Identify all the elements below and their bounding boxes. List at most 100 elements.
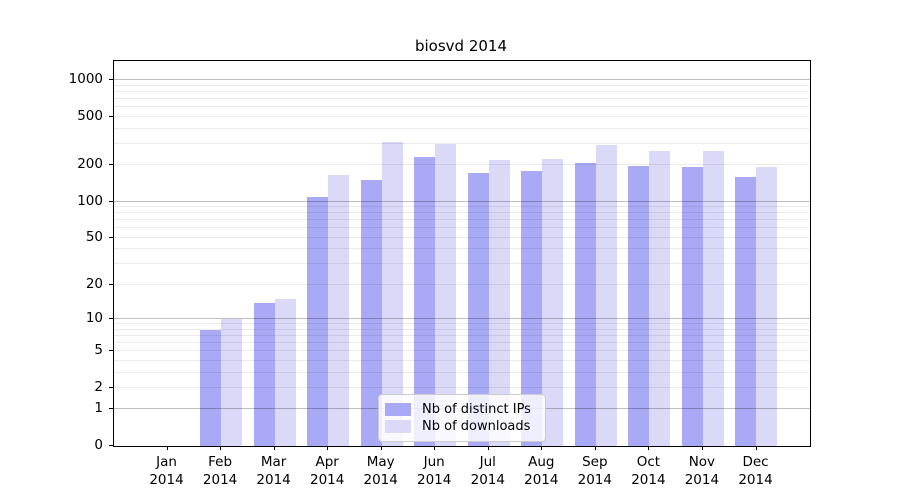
- y-tick-mark-20: [109, 283, 113, 285]
- y-gridline-30: [114, 263, 810, 265]
- x-tick-year: 2014: [310, 472, 345, 488]
- x-tick-label-feb: Feb 2014: [188, 453, 252, 489]
- y-gridline-500: [114, 115, 810, 117]
- bar-distinct-ips-oct: [628, 166, 650, 446]
- x-tick-label-oct: Oct 2014: [616, 453, 680, 489]
- legend-label-distinct-ips: Nb of distinct IPs: [422, 402, 531, 417]
- y-gridline-60: [114, 227, 810, 229]
- y-tick-label-10: 10: [85, 310, 103, 326]
- y-gridline-600: [114, 106, 810, 107]
- y-gridline-100: [114, 200, 810, 202]
- x-tick-year: 2014: [417, 472, 452, 488]
- x-tick-year: 2014: [149, 472, 184, 488]
- y-gridline-700: [114, 97, 810, 99]
- y-tick-mark-1000: [109, 79, 113, 80]
- y-gridline-4: [114, 359, 810, 361]
- x-tick-month: Sep: [582, 454, 608, 470]
- x-tick-label-sep: Sep 2014: [563, 453, 627, 489]
- chart-title: biosvd 2014: [414, 37, 508, 55]
- grid-layer: [114, 61, 810, 446]
- y-gridline-10: [114, 318, 810, 319]
- bars-layer: [114, 61, 810, 446]
- bar-downloads-aug: [542, 158, 564, 446]
- y-tick-mark-5: [109, 350, 113, 352]
- bar-downloads-jun: [435, 143, 457, 446]
- x-tick-month: Nov: [688, 454, 716, 470]
- x-tick-mark-jun: [434, 446, 436, 450]
- x-tick-mark-oct: [648, 446, 650, 450]
- y-gridline-80: [114, 212, 810, 214]
- y-tick-mark-0: [109, 445, 113, 446]
- x-tick-mark-jan: [166, 446, 168, 450]
- bar-distinct-ips-dec: [735, 176, 757, 446]
- y-tick-label-500: 500: [77, 107, 103, 124]
- y-tick-label-0: 0: [94, 437, 103, 453]
- y-tick-mark-200: [109, 164, 113, 166]
- bar-downloads-nov: [702, 151, 724, 446]
- y-gridline-9: [114, 323, 810, 324]
- x-tick-month: Apr: [315, 454, 339, 470]
- y-gridline-50: [114, 236, 810, 238]
- x-tick-mark-apr: [327, 446, 329, 450]
- y-tick-mark-10: [109, 318, 113, 319]
- bar-distinct-ips-aug: [521, 170, 543, 446]
- y-gridline-40: [114, 248, 810, 250]
- x-tick-month: Aug: [528, 454, 555, 470]
- bar-downloads-oct: [649, 150, 671, 446]
- y-tick-label-20: 20: [85, 275, 103, 292]
- x-tick-label-nov: Nov 2014: [670, 453, 734, 489]
- y-tick-mark-500: [109, 115, 113, 117]
- plot-area: Nb of distinct IPs Nb of downloads: [113, 60, 811, 447]
- x-tick-mark-feb: [220, 446, 222, 450]
- y-tick-label-2: 2: [94, 378, 103, 395]
- y-gridline-800: [114, 90, 810, 92]
- y-tick-mark-1: [109, 408, 113, 410]
- legend-item-distinct-ips: Nb of distinct IPs: [385, 402, 537, 417]
- legend-item-downloads: Nb of downloads: [385, 419, 537, 434]
- x-tick-year: 2014: [738, 472, 773, 488]
- legend-label-downloads: Nb of downloads: [422, 419, 531, 434]
- y-gridline-5: [114, 350, 810, 352]
- x-tick-month: May: [366, 454, 395, 470]
- x-tick-label-dec: Dec 2014: [724, 453, 788, 489]
- bar-distinct-ips-mar: [253, 302, 275, 446]
- bar-distinct-ips-feb: [200, 329, 222, 446]
- bar-downloads-sep: [595, 144, 617, 446]
- x-tick-mark-sep: [594, 446, 596, 450]
- x-tick-year: 2014: [577, 472, 612, 488]
- bar-distinct-ips-apr: [307, 196, 329, 446]
- bar-distinct-ips-jul: [467, 173, 489, 446]
- y-gridline-7: [114, 334, 810, 336]
- distinct-ips-swatch-icon: [385, 403, 411, 416]
- x-tick-month: Mar: [260, 454, 287, 470]
- x-tick-label-mar: Mar 2014: [242, 453, 306, 489]
- y-tick-label-1000: 1000: [68, 71, 103, 87]
- x-tick-label-jan: Jan 2014: [135, 453, 199, 489]
- x-tick-label-jun: Jun 2014: [402, 453, 466, 489]
- x-tick-year: 2014: [524, 472, 559, 488]
- y-gridline-8: [114, 328, 810, 330]
- bar-distinct-ips-sep: [574, 162, 596, 446]
- y-gridline-1000: [114, 79, 810, 80]
- x-tick-label-aug: Aug 2014: [509, 453, 573, 489]
- x-tick-month: Oct: [636, 454, 661, 470]
- bar-downloads-may: [381, 141, 403, 446]
- y-gridline-90: [114, 206, 810, 207]
- x-tick-year: 2014: [256, 472, 291, 488]
- x-tick-mark-aug: [541, 446, 543, 450]
- y-tick-label-5: 5: [94, 342, 103, 359]
- x-tick-month: Jun: [423, 454, 445, 470]
- x-tick-mark-dec: [755, 446, 757, 450]
- bar-downloads-jul: [488, 160, 510, 446]
- x-tick-mark-mar: [273, 446, 275, 450]
- y-gridline-6: [114, 341, 810, 343]
- downloads-swatch-icon: [385, 420, 411, 433]
- y-gridline-3: [114, 371, 810, 373]
- y-gridline-300: [114, 142, 810, 144]
- x-tick-mark-jul: [487, 446, 489, 450]
- x-tick-month: Jul: [479, 454, 496, 470]
- bar-distinct-ips-nov: [681, 167, 703, 446]
- y-tick-mark-50: [109, 236, 113, 238]
- x-tick-year: 2014: [202, 472, 238, 488]
